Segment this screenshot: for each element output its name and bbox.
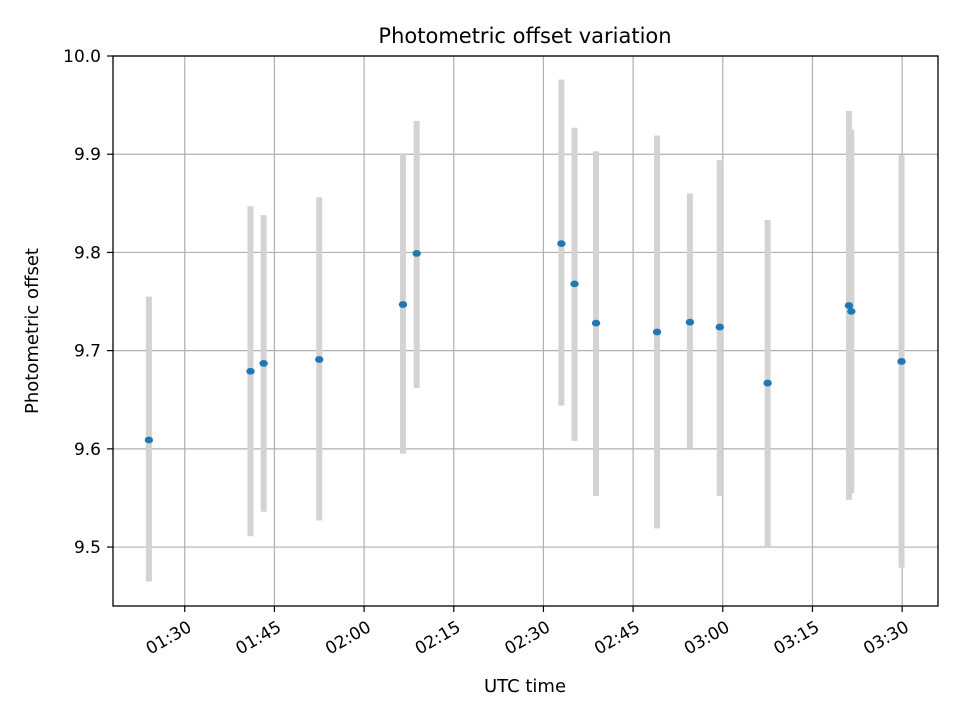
data-point [144,436,154,444]
data-point [847,307,856,315]
plot-frame [112,55,939,607]
data-point [591,319,601,327]
data-point [685,318,695,326]
data-point [570,280,579,288]
y-tick-label: 9.8 [74,243,101,263]
chart-title: Photometric offset variation [378,24,671,48]
x-axis-label: UTC time [484,676,566,697]
point-layer [144,240,906,444]
data-point [557,240,566,247]
data-point [259,360,268,367]
data-point [715,323,724,331]
y-tick-label: 9.5 [74,538,101,558]
y-tick-label: 9.7 [74,342,101,362]
data-point [315,356,324,363]
data-point [412,250,421,257]
data-point [246,367,255,375]
data-point [652,328,662,336]
y-tick-label: 10.0 [63,47,101,67]
data-point [844,302,854,309]
y-axis-label: Photometric offset [22,248,43,414]
y-tick-label: 9.9 [74,145,101,165]
data-point [897,358,906,365]
data-point [763,379,772,387]
data-point [398,301,408,308]
y-tick-label: 9.6 [74,440,101,460]
